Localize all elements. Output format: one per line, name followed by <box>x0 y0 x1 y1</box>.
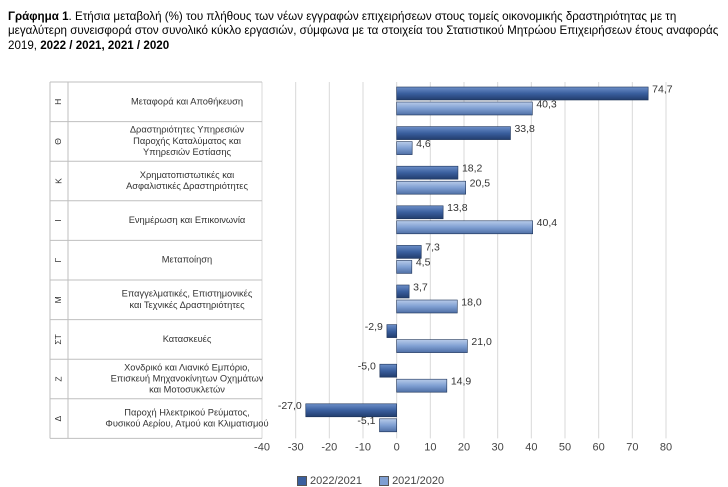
x-tick-label: -10 <box>355 441 371 453</box>
category-code: Ι <box>53 219 63 221</box>
data-label: 20,5 <box>470 177 491 189</box>
bar-2022-2021 <box>386 324 397 338</box>
chart-caption: Γράφημα 1. Ετήσια μεταβολή (%) του πλήθο… <box>8 10 722 53</box>
category-code: Ζ <box>53 376 63 381</box>
data-label: -5,1 <box>357 415 375 427</box>
bar-2022-2021 <box>305 403 397 418</box>
bar-2021-2020 <box>396 180 466 195</box>
bar-2021-2020 <box>396 220 533 235</box>
data-labels: 74,7 33,8 18,2 13,8 7,3 3,7 -2,9 -5,0 -27,0 40,3 4… <box>278 83 673 427</box>
legend-swatch-2021-2020 <box>379 476 390 487</box>
category-label: Ενημέρωση και Επικοινωνία <box>129 215 246 225</box>
data-label: -2,9 <box>365 321 383 333</box>
bar-2022-2021 <box>396 284 410 299</box>
bar-2021-2020 <box>396 378 448 393</box>
x-tick-label: 10 <box>424 441 436 453</box>
category-label: Χονδρικό και Λιανικό Εμπόριο, <box>124 362 250 372</box>
data-label: 14,9 <box>451 375 472 387</box>
x-tick-label: -20 <box>321 441 337 453</box>
data-label: 7,3 <box>425 242 440 254</box>
data-label: 21,0 <box>471 336 492 348</box>
legend-item-2022-2021: 2022/2021 <box>297 475 362 487</box>
data-label: 74,7 <box>652 83 673 95</box>
category-label: Ασφαλιστικές Δραστηριότητες <box>126 181 248 191</box>
bar-2021-2020 <box>379 418 397 433</box>
x-tick-label: -40 <box>254 441 270 453</box>
bar-2021-2020 <box>396 260 413 274</box>
x-tick-label: 50 <box>559 441 571 453</box>
bars <box>305 86 649 433</box>
data-label: 4,5 <box>416 257 431 269</box>
data-label: 18,0 <box>461 296 482 308</box>
x-tick-label: 20 <box>458 441 470 453</box>
x-tick-label: 70 <box>626 441 638 453</box>
bar-2022-2021 <box>396 126 511 140</box>
bar-2022-2021 <box>396 245 422 259</box>
legend-label-2022-2021: 2022/2021 <box>310 475 362 487</box>
category-code: Κ <box>53 178 63 184</box>
caption-text: . Ετήσια μεταβολή (%) του πλήθους των νέ… <box>8 10 719 52</box>
data-label: -5,0 <box>358 360 376 372</box>
data-label: 40,3 <box>536 98 557 110</box>
bar-2022-2021 <box>396 165 459 180</box>
category-label: και Μοτοσυκλετών <box>149 385 225 395</box>
x-tick-label: 80 <box>660 441 672 453</box>
x-tick-label: 40 <box>525 441 537 453</box>
category-label: Μεταφορά και Αποθήκευση <box>131 96 243 106</box>
legend: 2022/2021 2021/2020 <box>297 475 458 487</box>
x-tick-label: 0 <box>394 441 400 453</box>
legend-swatch-2022-2021 <box>297 476 307 487</box>
category-code: Η <box>53 99 63 105</box>
category-code: ΣΤ <box>53 334 63 344</box>
data-label: 40,4 <box>537 217 558 229</box>
category-label: Παροχής Καταλύματος και <box>133 136 241 146</box>
category-label: Μεταποίηση <box>162 255 212 265</box>
data-label: -27,0 <box>278 400 302 412</box>
bar-2022-2021 <box>396 86 649 101</box>
category-label: και Τεχνικές Δραστηριότητες <box>129 300 245 310</box>
data-label: 4,6 <box>416 138 431 150</box>
category-label: Υπηρεσιών Εστίασης <box>143 147 231 157</box>
bar-2021-2020 <box>396 101 533 116</box>
x-tick-label: -30 <box>288 441 304 453</box>
data-label: 33,8 <box>514 123 535 135</box>
data-label: 13,8 <box>447 202 468 214</box>
category-label: Χρηματοπιστωτικές και <box>140 170 234 180</box>
category-label: Φυσικού Αερίου, Ατμού και Κλιματισμού <box>105 419 268 429</box>
category-label: Παροχή Ηλεκτρικού Ρεύματος, <box>124 407 249 417</box>
category-code: Μ <box>53 296 63 303</box>
category-code: Γ <box>53 258 63 263</box>
data-label: 3,7 <box>413 281 428 293</box>
x-tick-label: 30 <box>492 441 504 453</box>
category-label: Επισκευή Μηχανοκίνητων Οχημάτων <box>111 373 264 383</box>
category-code: Δ <box>53 415 63 421</box>
category-label: Κατασκευές <box>163 334 212 344</box>
legend-label-2021-2020: 2021/2020 <box>392 475 445 487</box>
x-tick-label: 60 <box>593 441 605 453</box>
x-axis-ticks: -40 -30 -20 -10 0 10 20 30 40 50 60 70 80 <box>254 441 672 453</box>
bar-2021-2020 <box>396 141 413 155</box>
category-code: Θ <box>53 138 63 145</box>
caption-label: Γράφημα 1 <box>8 10 69 23</box>
bar-2022-2021 <box>379 363 397 378</box>
category-labels: Η Μεταφορά και Αποθήκευση Θ Δραστηριότητες … <box>53 96 268 428</box>
bar-2021-2020 <box>396 299 458 314</box>
category-label: Επαγγελματικές, Επιστημονικές <box>122 289 253 299</box>
bar-2022-2021 <box>396 205 444 220</box>
caption-years: 2022 / 2021, 2021 / 2020 <box>40 38 170 52</box>
data-label: 18,2 <box>462 162 483 174</box>
category-label: Δραστηριότητες Υπηρεσιών <box>130 125 245 135</box>
legend-item-2021-2020: 2021/2020 <box>379 475 444 487</box>
bar-2021-2020 <box>396 339 468 353</box>
